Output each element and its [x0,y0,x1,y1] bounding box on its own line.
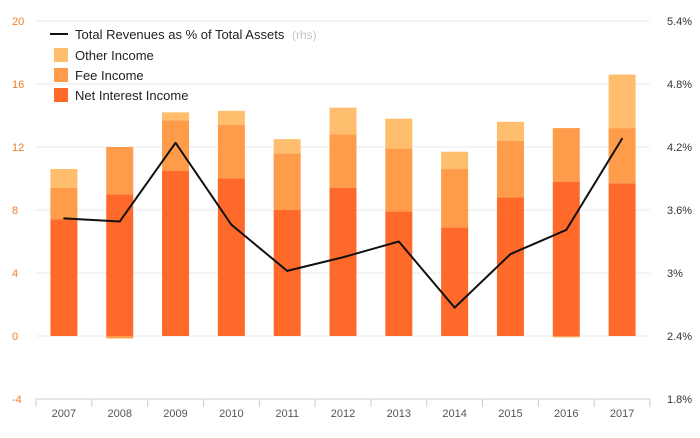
bar-segment [329,107,357,135]
y-left-tick-label: 16 [12,79,24,91]
bar-segment [217,178,245,336]
legend-label-net-interest-income: Net Interest Income [75,88,188,103]
legend-swatch-fee-income [54,68,68,82]
x-tick-label: 2009 [163,408,187,420]
line-point [230,223,233,226]
bar-segment [385,148,413,212]
bar-segment [496,197,524,336]
line-series-group [63,137,623,309]
bar-segment [329,134,357,188]
y-right-tick-label: 2.4% [667,331,692,343]
line-point [286,270,288,272]
line-point [118,220,121,223]
bar-segment [50,219,78,336]
y-left-tick-label: 0 [12,331,18,343]
bar-segment [496,140,524,198]
y-right-tick-label: 1.8% [667,394,692,406]
legend-line-axis-note: (rhs) [292,28,317,42]
bar-segment [385,211,413,336]
x-tick-label: 2011 [275,408,299,420]
bar-segment [441,169,469,228]
legend-swatch-net-interest-income [54,88,68,102]
y-left-tick-label: 20 [12,16,24,28]
x-tick-label: 2010 [219,408,243,420]
bar-segment [162,112,190,121]
x-tick-label: 2012 [331,408,355,420]
line-point [63,217,65,220]
x-tick-label: 2015 [498,408,522,420]
bar-segment [106,194,134,336]
y-right-tick-label: 4.2% [667,142,692,154]
bar-segment [106,147,134,195]
bar-segment [608,128,636,184]
y-left-tick-label: 4 [12,268,18,280]
bar-segment [608,183,636,336]
x-tick-label: 2014 [442,408,466,420]
bar-segment [608,74,636,129]
line-point [174,142,177,144]
legend-line-label: Total Revenues as % of Total Assets (rhs… [75,27,317,42]
line-point [565,229,568,231]
bar-segment [552,181,580,336]
line-point [509,253,512,255]
y-left-tick-label: -4 [12,394,22,406]
x-tick-label: 2017 [610,408,634,420]
bar-segment [441,151,469,170]
bar-segment-negative [552,336,580,338]
legend-label-fee-income: Fee Income [75,68,144,83]
bar-segment [385,118,413,149]
y-right-tick-label: 3.6% [667,205,692,217]
bar-segment [552,128,580,182]
bar-segment-negative [106,336,134,339]
legend: Total Revenues as % of Total Assets (rhs… [50,27,317,103]
axes-group: -4 1.8% 0 2.4% 4 3% 8 3.6% 12 4.2% 16 4.8% 20 5.4% 200… [12,16,692,420]
legend-label-other-income: Other Income [75,48,154,63]
y-right-tick-label: 5.4% [667,16,692,28]
bar-segment [441,227,469,336]
line-point [453,306,456,309]
bar-segment [162,120,190,171]
bar-segment [329,187,357,336]
y-left-tick-label: 8 [12,205,18,217]
y-left-tick-label: 12 [12,142,24,154]
bar-segment [50,169,78,188]
x-tick-label: 2008 [107,408,131,420]
bar-segment [50,187,78,220]
legend-line-name: Total Revenues as % of Total Assets [75,27,285,42]
y-right-tick-label: 4.8% [667,79,692,91]
x-tick-label: 2013 [387,408,411,420]
bar-segment [217,124,245,179]
bar-segment [273,139,301,154]
bar-segment [217,110,245,125]
line-point [398,240,400,243]
line-point [342,256,344,259]
x-tick-label: 2016 [554,408,578,420]
bar-segment [162,170,190,336]
legend-swatch-other-income [54,48,68,62]
bar-segment [273,210,301,336]
x-tick-label: 2007 [52,408,76,420]
y-right-tick-label: 3% [667,268,683,280]
line-point [621,137,623,140]
bar-segment [496,121,524,141]
bars-group [50,74,636,339]
bar-segment [273,153,301,210]
